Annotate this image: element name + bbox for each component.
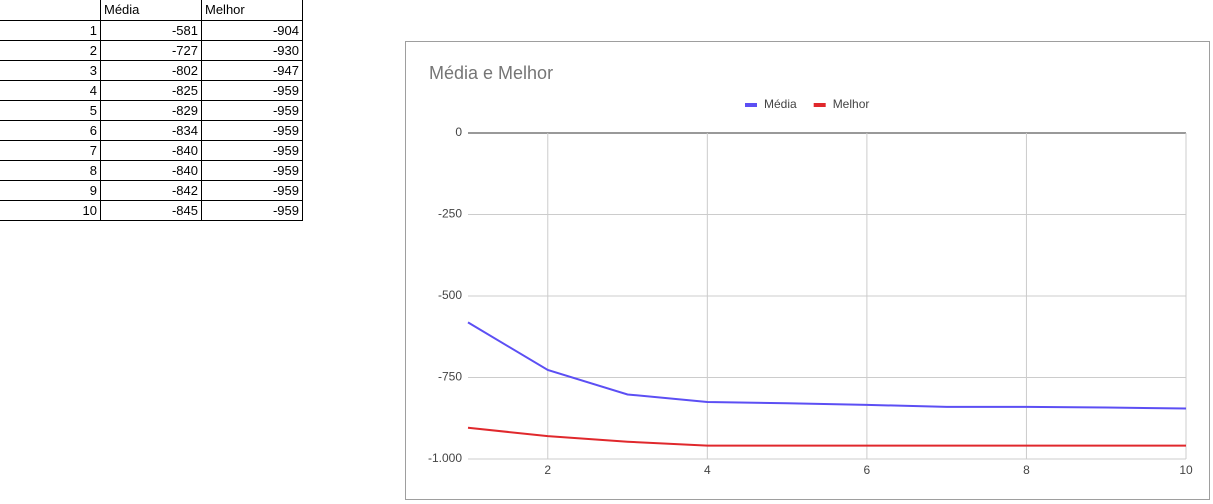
cell[interactable]: -845 <box>100 199 202 221</box>
cell[interactable]: -581 <box>100 19 202 41</box>
cell[interactable]: 10 <box>0 199 101 221</box>
row: 9 -842 -959 <box>0 179 303 201</box>
cell[interactable]: -959 <box>201 159 303 181</box>
y-tick-label: 0 <box>455 125 462 139</box>
series-line <box>467 321 1187 410</box>
cell[interactable]: -802 <box>100 59 202 81</box>
x-tick-label: 8 <box>1023 463 1030 477</box>
cell[interactable]: -727 <box>100 39 202 61</box>
row: 3 -802 -947 <box>0 59 303 81</box>
chart-frame <box>405 41 1210 500</box>
cell[interactable]: -840 <box>100 139 202 161</box>
cell[interactable]: -840 <box>100 159 202 181</box>
legend-swatch <box>745 103 757 107</box>
cell[interactable]: -959 <box>201 99 303 121</box>
cell[interactable]: 1 <box>0 19 101 41</box>
cell[interactable]: 2 <box>0 39 101 61</box>
x-tick-label: 4 <box>704 463 711 477</box>
cell[interactable]: 8 <box>0 159 101 181</box>
cell[interactable]: -904 <box>201 19 303 41</box>
row: 2 -727 -930 <box>0 39 303 61</box>
x-tick-label: 10 <box>1179 463 1193 477</box>
y-tick-label: -250 <box>438 207 462 221</box>
legend-swatch <box>813 103 826 107</box>
row: 8 -840 -959 <box>0 159 303 181</box>
cell[interactable]: -825 <box>100 79 202 101</box>
y-tick-label: -750 <box>438 370 462 384</box>
cell[interactable]: -959 <box>201 139 303 161</box>
cell[interactable]: -959 <box>201 79 303 101</box>
cell[interactable]: -959 <box>201 119 303 141</box>
legend-label: Melhor <box>833 97 870 111</box>
cell[interactable]: -930 <box>201 39 303 61</box>
cell[interactable]: -842 <box>100 179 202 201</box>
cell[interactable]: Média <box>100 0 202 21</box>
row: 5 -829 -959 <box>0 99 303 121</box>
cell[interactable]: -959 <box>201 179 303 201</box>
row: 10 -845 -959 <box>0 199 303 221</box>
row: 1 -581 -904 <box>0 19 303 41</box>
cell[interactable]: Melhor <box>201 0 303 21</box>
cell[interactable]: 5 <box>0 99 101 121</box>
cell[interactable]: 7 <box>0 139 101 161</box>
cell[interactable]: -959 <box>201 199 303 221</box>
header-row: Média Melhor <box>0 0 303 21</box>
spreadsheet: Média Melhor 1 -581 -904 2 -727 -930 3 -802 -947 4-… <box>0 0 303 221</box>
cell[interactable]: -834 <box>100 119 202 141</box>
cell[interactable]: 4 <box>0 79 101 101</box>
cell[interactable]: -947 <box>201 59 303 81</box>
cell[interactable]: 6 <box>0 119 101 141</box>
x-tick-label: 6 <box>864 463 871 477</box>
series-line <box>467 426 1186 447</box>
x-tick-label: 2 <box>544 463 551 477</box>
y-tick-label: -500 <box>438 288 462 302</box>
y-tick-label: -1.000 <box>428 451 462 465</box>
cell[interactable]: -829 <box>100 99 202 121</box>
cell[interactable]: 3 <box>0 59 101 81</box>
cell[interactable] <box>0 0 101 21</box>
legend-label: Média <box>764 97 797 111</box>
row: 4 -825 -959 <box>0 79 303 101</box>
row: 7 -840 -959 <box>0 139 303 161</box>
cell[interactable]: 9 <box>0 179 101 201</box>
row: 6 -834 -959 <box>0 119 303 141</box>
chart-title: Média e Melhor <box>429 63 553 83</box>
chart: Média e Melhor -1.000 -750 -500 -250 0 2 4 6 8 10… <box>405 41 1210 500</box>
